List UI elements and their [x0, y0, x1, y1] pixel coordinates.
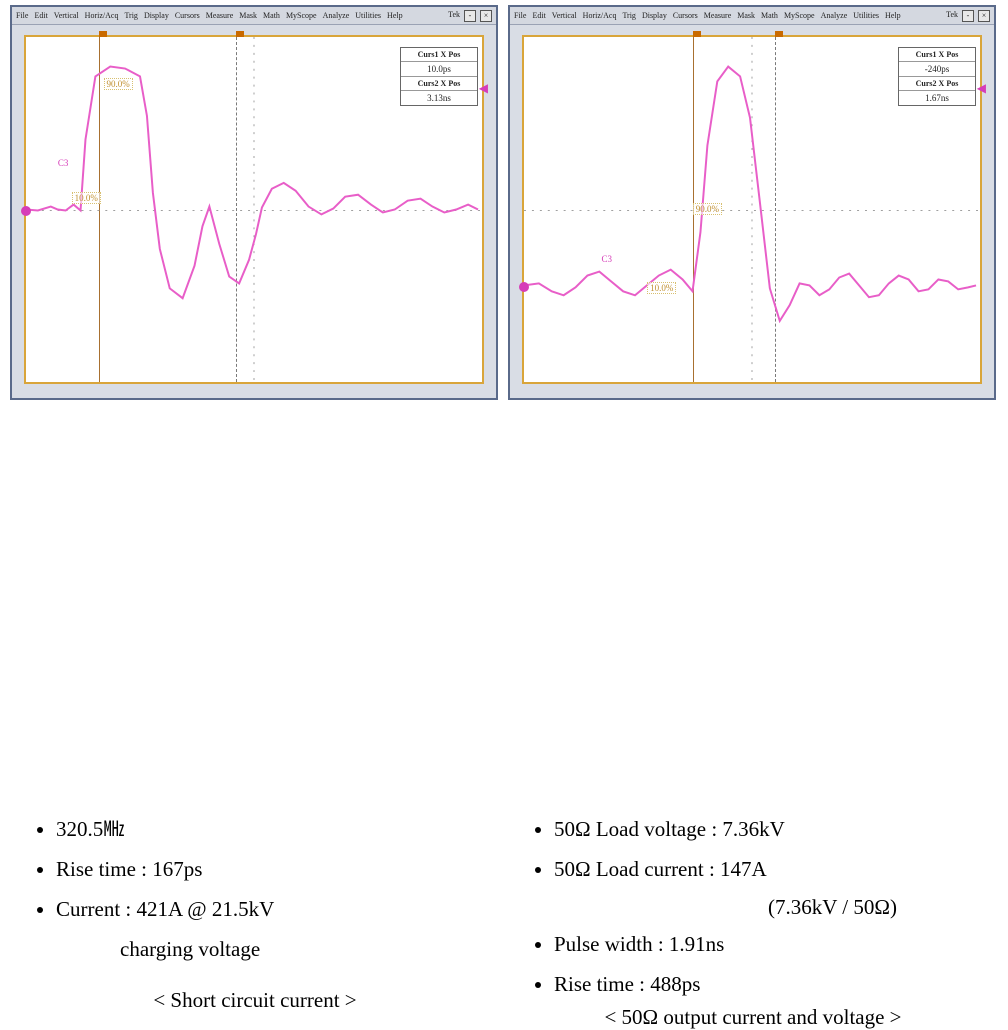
channel-tag-left: C3 [58, 158, 69, 168]
scope-menubar: File Edit Vertical Horiz/Acq Trig Displa… [510, 7, 994, 25]
menu-edit[interactable]: Edit [34, 11, 47, 20]
menu-utilities[interactable]: Utilities [853, 11, 879, 20]
menu-horiz[interactable]: Horiz/Acq [583, 11, 617, 20]
menu-vertical[interactable]: Vertical [552, 11, 577, 20]
menu-analyze[interactable]: Analyze [821, 11, 848, 20]
bullet-item: Rise time : 167ps [56, 850, 500, 890]
plot-area-right: 90.0% 10.0% C3 Curs1 X Pos -240ps Curs2 … [522, 35, 982, 384]
menu-cursors[interactable]: Cursors [175, 11, 200, 20]
left-panel: File Edit Vertical Horiz/Acq Trig Displa… [10, 5, 500, 1013]
right-bullets-2: Pulse width : 1.91ns Rise time : 488ps [508, 925, 998, 1005]
menu-mask[interactable]: Mask [737, 11, 755, 20]
left-bullets: 320.5㎒ Rise time : 167ps Current : 421A … [10, 810, 500, 930]
close-icon[interactable]: × [978, 10, 990, 22]
menu-vertical[interactable]: Vertical [54, 11, 79, 20]
info-title1: Curs1 X Pos [401, 48, 477, 62]
close-icon[interactable]: × [480, 10, 492, 22]
scope-window-left: File Edit Vertical Horiz/Acq Trig Displa… [10, 5, 498, 400]
menu-help[interactable]: Help [885, 11, 901, 20]
channel-tag-right: C3 [602, 254, 613, 264]
menu-edit[interactable]: Edit [532, 11, 545, 20]
label-10pct-right: 10.0% [647, 282, 676, 294]
bullet-item: 50Ω Load current : 147A [554, 850, 998, 890]
label-90pct-left: 90.0% [104, 78, 133, 90]
menu-mask[interactable]: Mask [239, 11, 257, 20]
info-val1: -240ps [899, 62, 975, 77]
menu-measure[interactable]: Measure [704, 11, 732, 20]
minimize-icon[interactable]: ‑ [962, 10, 974, 22]
menu-cursors[interactable]: Cursors [673, 11, 698, 20]
channel-marker-dot [519, 282, 529, 292]
info-title2: Curs2 X Pos [401, 77, 477, 91]
menu-display[interactable]: Display [144, 11, 169, 20]
menu-measure[interactable]: Measure [206, 11, 234, 20]
info-title1: Curs1 X Pos [899, 48, 975, 62]
brand-label: Tek [946, 10, 958, 22]
trigger-arrow-icon: ◀ [479, 81, 488, 96]
bullet-item: Current : 421A @ 21.5kV [56, 890, 500, 930]
label-10pct-left: 10.0% [72, 192, 101, 204]
menu-math[interactable]: Math [263, 11, 280, 20]
bullet-item: Rise time : 488ps [554, 965, 998, 1005]
right-panel: File Edit Vertical Horiz/Acq Trig Displa… [508, 5, 998, 1030]
menu-trig[interactable]: Trig [124, 11, 138, 20]
right-subline: (7.36kV / 50Ω) [508, 890, 998, 926]
menu-horiz[interactable]: Horiz/Acq [85, 11, 119, 20]
menu-analyze[interactable]: Analyze [323, 11, 350, 20]
channel-marker-dot [21, 206, 31, 216]
menu-utilities[interactable]: Utilities [355, 11, 381, 20]
bullet-item: 50Ω Load voltage : 7.36kV [554, 810, 998, 850]
bullet-item: Pulse width : 1.91ns [554, 925, 998, 965]
left-caption: < Short circuit current > [10, 988, 500, 1013]
menu-file[interactable]: File [514, 11, 526, 20]
plot-area-left: 90.0% 10.0% C3 Curs1 X Pos 10.0ps Curs2 … [24, 35, 484, 384]
info-val2: 3.13ns [401, 91, 477, 105]
info-title2: Curs2 X Pos [899, 77, 975, 91]
cursor-info-box-right: Curs1 X Pos -240ps Curs2 X Pos 1.67ns [898, 47, 976, 106]
info-val1: 10.0ps [401, 62, 477, 77]
label-90pct-right: 90.0% [693, 203, 722, 215]
minimize-icon[interactable]: ‑ [464, 10, 476, 22]
left-subline: charging voltage [10, 930, 500, 970]
trigger-arrow-icon: ◀ [977, 81, 986, 96]
menu-help[interactable]: Help [387, 11, 403, 20]
right-bullets: 50Ω Load voltage : 7.36kV 50Ω Load curre… [508, 810, 998, 890]
menu-myscope[interactable]: MyScope [784, 11, 815, 20]
menu-trig[interactable]: Trig [622, 11, 636, 20]
scope-window-right: File Edit Vertical Horiz/Acq Trig Displa… [508, 5, 996, 400]
menu-file[interactable]: File [16, 11, 28, 20]
brand-label: Tek [448, 10, 460, 22]
menu-math[interactable]: Math [761, 11, 778, 20]
info-val2: 1.67ns [899, 91, 975, 105]
right-caption: < 50Ω output current and voltage > [508, 1005, 998, 1030]
bullet-item: 320.5㎒ [56, 810, 500, 850]
scope-menubar: File Edit Vertical Horiz/Acq Trig Displa… [12, 7, 496, 25]
cursor-info-box-left: Curs1 X Pos 10.0ps Curs2 X Pos 3.13ns [400, 47, 478, 106]
menu-myscope[interactable]: MyScope [286, 11, 317, 20]
menu-display[interactable]: Display [642, 11, 667, 20]
